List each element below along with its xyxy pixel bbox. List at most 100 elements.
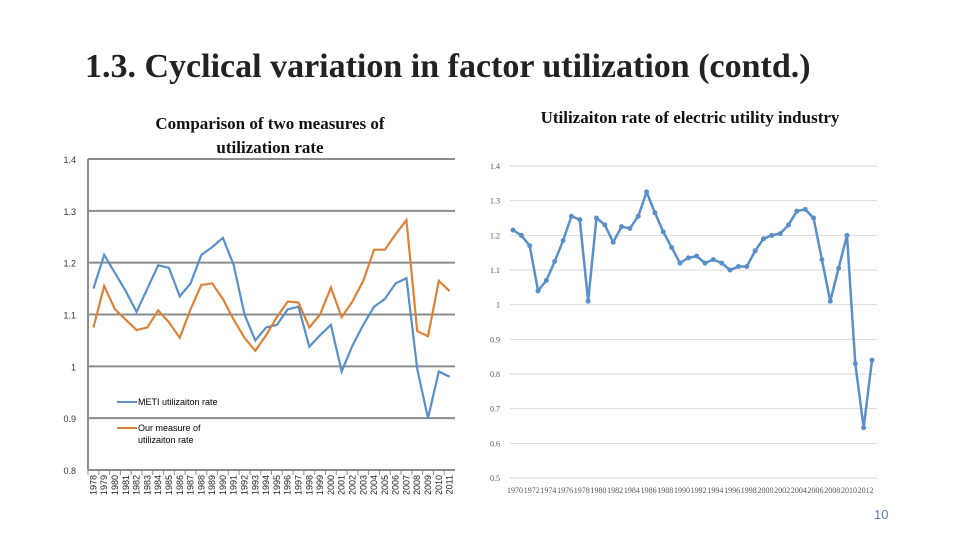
x-tick-label: 1984 xyxy=(624,486,640,495)
data-point xyxy=(802,206,808,212)
x-tick-label: 2004 xyxy=(369,475,379,495)
left-chart-title: Comparison of two measures of utilizatio… xyxy=(155,114,385,157)
right-chart-title: Utilizaiton rate of electric utility ind… xyxy=(540,108,840,127)
y-tick-label: 1.3 xyxy=(63,207,76,217)
data-point xyxy=(568,213,574,219)
data-point xyxy=(635,213,641,219)
data-point xyxy=(535,288,541,294)
series-line-1 xyxy=(92,217,451,353)
x-tick-label: 1994 xyxy=(707,486,723,495)
x-tick-label: 2010 xyxy=(841,486,857,495)
x-tick-label: 1996 xyxy=(283,475,293,495)
data-point xyxy=(710,257,716,263)
x-tick-label: 2006 xyxy=(391,475,401,495)
data-point xyxy=(560,238,566,244)
data-point xyxy=(585,298,591,304)
x-tick-label: 2009 xyxy=(423,475,433,495)
data-point xyxy=(518,232,524,238)
x-tick-label: 2002 xyxy=(774,486,790,495)
x-tick-label: 1979 xyxy=(99,475,109,495)
x-tick-label: 1988 xyxy=(196,475,206,495)
x-tick-label: 2005 xyxy=(380,475,390,495)
data-point xyxy=(844,232,850,238)
data-point xyxy=(602,222,608,228)
x-tick-label: 1998 xyxy=(741,486,757,495)
x-tick-label: 2003 xyxy=(358,475,368,495)
x-tick-label: 1972 xyxy=(524,486,540,495)
y-tick-label: 1.3 xyxy=(490,197,500,206)
x-tick-label: 1985 xyxy=(164,475,174,495)
x-tick-label: 1986 xyxy=(641,486,657,495)
x-tick-label: 1997 xyxy=(293,475,303,495)
data-point xyxy=(836,265,842,271)
legend-label-meti: METI utilizaiton rate xyxy=(138,397,218,407)
data-point xyxy=(543,277,549,283)
data-point xyxy=(660,229,666,235)
x-tick-label: 1995 xyxy=(272,475,282,495)
series-line xyxy=(512,188,874,428)
y-tick-label: 0.9 xyxy=(63,414,76,424)
x-tick-label: 1987 xyxy=(186,475,196,495)
x-tick-label: 2000 xyxy=(757,486,773,495)
x-tick-label: 2010 xyxy=(434,475,444,495)
x-tick-label: 1976 xyxy=(557,486,573,495)
data-point xyxy=(593,215,599,221)
x-tick-label: 1982 xyxy=(607,486,623,495)
data-point xyxy=(760,236,766,242)
y-tick-label: 0.5 xyxy=(490,474,500,483)
x-tick-label: 1980 xyxy=(110,475,120,495)
data-point xyxy=(644,189,650,195)
data-point xyxy=(669,244,675,250)
data-point xyxy=(652,210,658,216)
data-point xyxy=(719,260,725,266)
x-tick-label: 1981 xyxy=(121,475,131,495)
data-point xyxy=(827,298,833,304)
x-tick-label: 1980 xyxy=(590,486,606,495)
x-tick-label: 2001 xyxy=(337,475,347,495)
x-tick-label: 1982 xyxy=(132,475,142,495)
x-tick-label: 1996 xyxy=(724,486,740,495)
page-number: 10 xyxy=(874,507,889,522)
x-tick-label: 1974 xyxy=(540,486,556,495)
data-point xyxy=(727,267,733,273)
y-tick-label: 1.1 xyxy=(490,266,500,275)
x-tick-label: 1992 xyxy=(691,486,707,495)
y-tick-label: 1.2 xyxy=(63,259,76,269)
x-tick-label: 1999 xyxy=(315,475,325,495)
y-tick-label: 0.9 xyxy=(490,335,500,344)
data-point xyxy=(627,225,633,231)
x-tick-label: 2004 xyxy=(791,486,807,495)
data-point xyxy=(677,260,683,266)
x-tick-label: 1970 xyxy=(507,486,523,495)
x-tick-label: 2011 xyxy=(445,475,455,494)
x-tick-label: 1994 xyxy=(261,475,271,495)
x-tick-label: 2012 xyxy=(858,486,874,495)
y-tick-label: 0.7 xyxy=(490,405,500,414)
y-tick-label: 0.8 xyxy=(490,370,500,379)
x-tick-label: 2006 xyxy=(808,486,824,495)
data-point xyxy=(786,222,792,228)
y-tick-label: 1 xyxy=(496,301,500,310)
x-tick-label: 1992 xyxy=(240,475,250,495)
data-point xyxy=(610,239,616,245)
data-point xyxy=(811,215,817,221)
y-tick-label: 0.8 xyxy=(63,466,76,476)
x-tick-label: 1978 xyxy=(88,475,98,495)
data-point xyxy=(510,227,516,233)
data-point xyxy=(744,264,750,270)
x-tick-label: 2008 xyxy=(824,486,840,495)
x-tick-label: 1989 xyxy=(207,475,217,495)
data-point xyxy=(735,264,741,270)
y-tick-label: 1.2 xyxy=(490,231,500,240)
y-tick-label: 1.4 xyxy=(490,162,500,171)
legend-label-ours: Our measure of utilizaiton rate xyxy=(138,423,201,445)
data-point xyxy=(552,258,558,264)
data-point xyxy=(819,257,825,263)
data-point xyxy=(861,425,867,431)
x-tick-label: 1991 xyxy=(229,475,239,495)
x-tick-label: 1990 xyxy=(674,486,690,495)
slide-title: 1.3. Cyclical variation in factor utiliz… xyxy=(85,48,811,85)
x-tick-label: 1986 xyxy=(175,475,185,495)
y-tick-label: 1.4 xyxy=(63,155,76,165)
data-point xyxy=(685,255,691,261)
